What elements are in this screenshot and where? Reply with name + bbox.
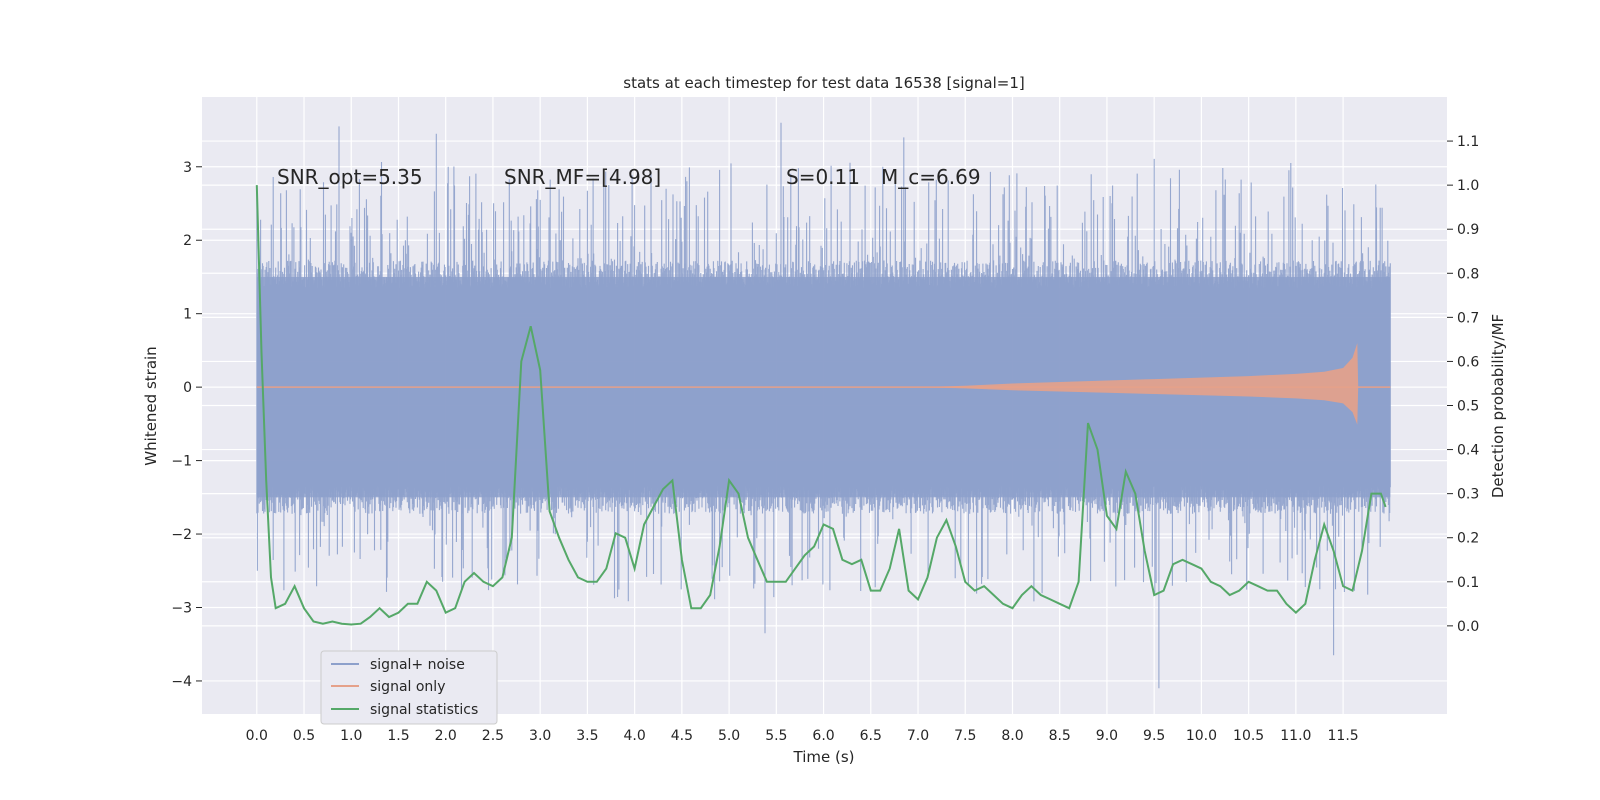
y-axis-right-label: Detection probability/MF [1489,314,1507,498]
y-tick-label: 3 [183,160,192,176]
x-tick-label: 7.0 [907,728,929,744]
x-tick-label: 4.0 [623,728,645,744]
annotation-snr-mf: SNR_MF=[4.98] [504,165,661,189]
y-right-tick-label: 0.6 [1457,354,1479,370]
x-tick-label: 10.0 [1186,728,1217,744]
y-tick-label: −4 [171,674,192,690]
y-right-tick-label: 0.2 [1457,531,1479,547]
y-tick-label: −1 [171,454,192,470]
y-tick-label: −3 [171,600,192,616]
y-tick-label: 1 [183,307,192,323]
y-right-tick-label: 0.8 [1457,266,1479,282]
x-tick-label: 3.5 [576,728,598,744]
y-right-tick-label: 0.9 [1457,222,1479,238]
y-axis-left: −4 −3 −2 −1 0 1 2 3 [171,160,202,690]
y-right-tick-label: 0.0 [1457,619,1479,635]
x-tick-label: 1.0 [340,728,362,744]
x-tick-label: 6.5 [860,728,882,744]
annotation-mc: M_c=6.69 [881,165,981,189]
y-right-tick-label: 0.5 [1457,399,1479,415]
x-axis-label: Time (s) [793,748,855,766]
x-tick-label: 4.5 [671,728,693,744]
annotation-snr-opt: SNR_opt=5.35 [277,165,423,189]
x-tick-label: 8.0 [1001,728,1023,744]
x-axis: 0.0 0.5 1.0 1.5 2.0 2.5 3.0 3.5 4.0 4.5 5.0 5.5 6.0 6… [246,728,1359,744]
legend-label-signal-only: signal only [370,679,445,695]
x-tick-label: 3.0 [529,728,551,744]
x-tick-label: 7.5 [954,728,976,744]
y-tick-label: 0 [183,380,192,396]
y-axis-label: Whitened strain [142,346,160,465]
chart-title: stats at each timestep for test data 165… [623,74,1024,92]
x-tick-label: 0.0 [246,728,268,744]
y-tick-label: 2 [183,233,192,249]
x-tick-label: 9.0 [1096,728,1118,744]
signal-statistics-series [255,185,1387,626]
y-right-tick-label: 0.3 [1457,487,1479,503]
y-right-tick-label: 0.1 [1457,575,1479,591]
legend-box [320,650,498,725]
x-tick-label: 0.5 [293,728,315,744]
annotation-s: S=0.11 [786,165,860,189]
y-right-tick-label: 0.4 [1457,443,1479,459]
x-tick-label: 8.5 [1049,728,1071,744]
legend-label-signal-statistics: signal statistics [370,702,478,718]
x-tick-label: 11.0 [1280,728,1311,744]
x-tick-label: 5.5 [765,728,787,744]
x-tick-label: 11.5 [1328,728,1359,744]
y-right-tick-label: 1.1 [1457,134,1479,150]
x-tick-label: 1.5 [387,728,409,744]
y-right-tick-label: 0.7 [1457,310,1479,326]
x-tick-label: 6.0 [812,728,834,744]
legend-label-signal-noise: signal+ noise [370,657,465,673]
y-right-tick-label: 1.0 [1457,178,1479,194]
x-tick-label: 2.5 [482,728,504,744]
x-tick-label: 5.0 [718,728,740,744]
legend: signal+ noise signal only signal statist… [320,650,498,725]
signal-only-series [256,343,1391,425]
x-tick-label: 9.5 [1143,728,1165,744]
x-tick-label: 10.5 [1233,728,1264,744]
y-tick-label: −2 [171,527,192,543]
y-axis-right: 0.0 0.1 0.2 0.3 0.4 0.5 0.6 0.7 0.8 0.9 1.0 1.1 [1447,134,1479,635]
statistics-line [255,185,1387,626]
signal-chirp [918,343,1359,425]
x-tick-label: 2.0 [435,728,457,744]
